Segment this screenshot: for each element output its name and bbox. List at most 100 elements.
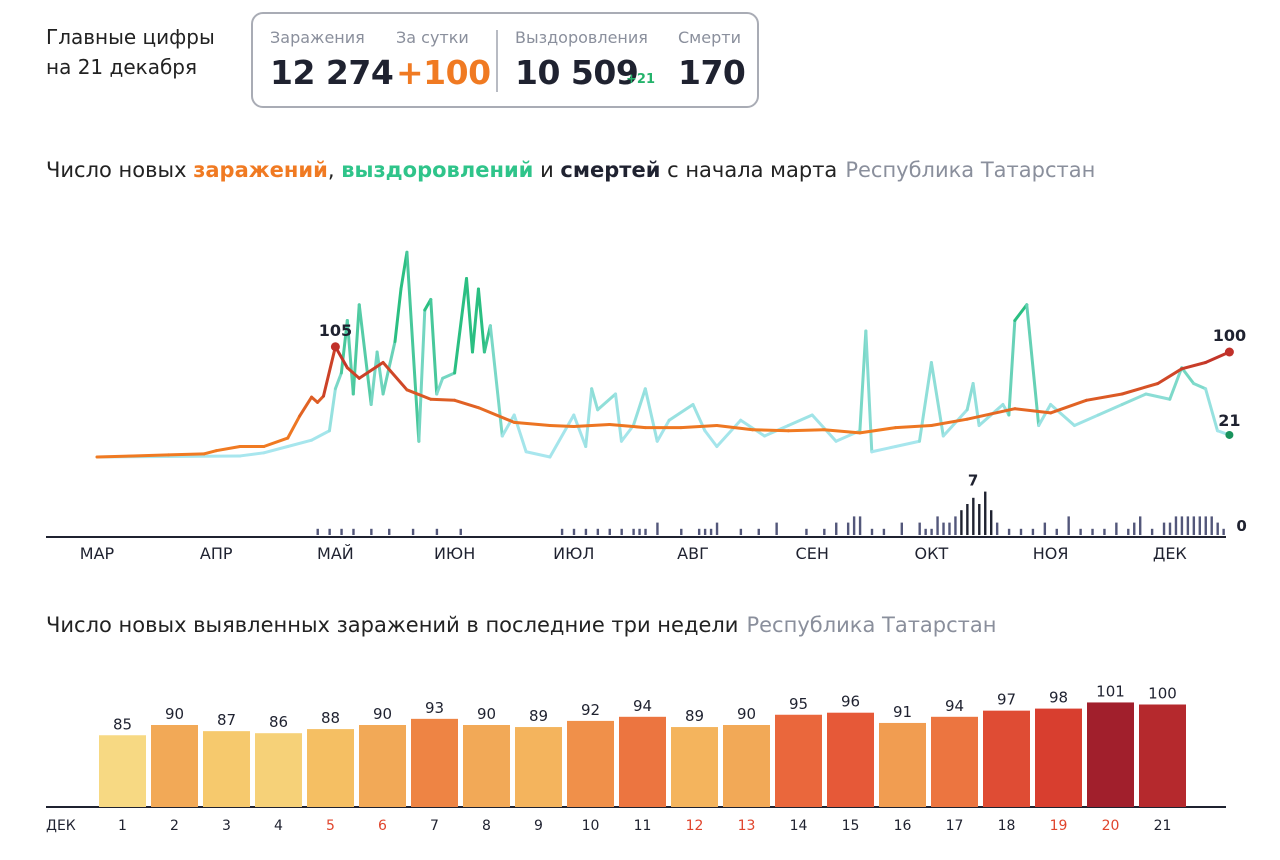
infections-segment: [1049, 398, 1088, 415]
bar-category-label: 2: [170, 818, 179, 834]
bar-category-label: 19: [1050, 818, 1068, 834]
month-label: АПР: [200, 544, 233, 563]
infections-segment: [512, 420, 552, 427]
infections-segment: [751, 428, 790, 433]
deaths-bar: [697, 528, 701, 535]
infections-segment: [405, 388, 433, 401]
deaths-bar: [846, 522, 850, 535]
bar-category-label: 8: [482, 818, 491, 834]
recoveries-segment: [572, 413, 588, 448]
recoveries-segment: [1007, 319, 1017, 417]
month-label: НОЯ: [1033, 544, 1069, 563]
recoveries-segment: [500, 413, 516, 438]
infections-segment: [822, 428, 862, 435]
deaths-bar: [972, 497, 975, 535]
deaths-bar: [388, 528, 391, 535]
infections-segment: [262, 436, 290, 448]
bar-value-label: 85: [113, 715, 132, 733]
recoveries-segment: [441, 371, 457, 380]
recoveries-segment: [375, 350, 385, 396]
deaths-bar: [1007, 528, 1011, 535]
bar-value-label: 96: [841, 693, 860, 711]
deaths-bar: [995, 522, 999, 535]
bar: [1035, 708, 1082, 807]
bar: [1087, 702, 1134, 807]
recoveries-segment: [965, 382, 975, 412]
deaths-bar: [1204, 516, 1207, 535]
recoveries-segment: [739, 418, 767, 438]
deaths-bar: [1222, 528, 1225, 535]
recoveries-segment: [894, 439, 921, 448]
bar-value-label: 93: [425, 699, 444, 717]
bar: [151, 725, 198, 807]
bar-category-label: 7: [430, 818, 439, 834]
bar-value-label: 91: [893, 703, 912, 721]
headline-line1: Главные цифры: [46, 25, 215, 49]
bar: [983, 710, 1030, 807]
deaths-bar: [858, 516, 862, 535]
stat-recoveries-value: 10 509: [515, 53, 639, 92]
recoveries-segment: [584, 387, 594, 448]
stat-recoveries-label: Выздоровления: [515, 28, 648, 47]
bar-category-label: 9: [534, 818, 543, 834]
deaths-bar: [978, 504, 981, 535]
bar: [827, 712, 874, 807]
month-label: СЕН: [796, 544, 829, 563]
recoveries-segment: [1049, 403, 1076, 427]
deaths-bar: [435, 528, 439, 535]
month-label: ИЮН: [434, 544, 475, 563]
chart1-title-infections: заражений: [193, 158, 328, 182]
stat-deaths-label: Смерти: [678, 28, 741, 47]
deaths-bar: [352, 528, 355, 535]
month-label: ИЮЛ: [553, 544, 594, 563]
deaths-bar: [1133, 522, 1136, 535]
bar: [671, 727, 718, 807]
infections-point: [330, 342, 340, 352]
infections-segment: [1013, 407, 1053, 415]
deaths-bar: [835, 522, 838, 535]
month-label: АВГ: [677, 544, 709, 563]
recoveries-segment: [858, 329, 868, 433]
deaths-bar: [620, 528, 623, 535]
recoveries-segment: [339, 319, 349, 375]
bar-value-label: 90: [165, 705, 184, 723]
recoveries-segment: [1180, 366, 1196, 385]
bar: [359, 725, 406, 807]
recoveries-segment: [870, 445, 898, 454]
recoveries-segment: [327, 387, 337, 433]
deaths-bar: [1079, 528, 1082, 535]
stat-infections: Заражения 12 274: [270, 28, 394, 92]
bar-value-label: 98: [1049, 689, 1068, 707]
deaths-bar: [1216, 522, 1219, 535]
recoveries-segment: [286, 438, 314, 448]
recoveries-segment: [917, 361, 933, 443]
recoveries-segment: [333, 371, 343, 391]
bar-category-label: 1: [118, 818, 127, 834]
bar-category-label: 11: [634, 818, 652, 834]
bar-category-label: 4: [274, 818, 283, 834]
recoveries-segment: [614, 392, 623, 443]
stat-infections-label: Заражения: [270, 28, 365, 47]
infections-segment: [321, 345, 337, 398]
bar: [723, 725, 770, 807]
bar: [99, 735, 146, 807]
infections-segment: [167, 452, 206, 457]
stat-recoveries: Выздоровления 10 509 +21: [515, 28, 655, 92]
bar-value-label: 88: [321, 709, 340, 727]
bar-category-label: 15: [842, 818, 860, 834]
bar: [515, 727, 562, 807]
recoveries-segment: [596, 392, 618, 412]
infections-segment: [345, 366, 361, 380]
infections-segment: [572, 422, 612, 429]
bar: [411, 718, 458, 807]
deaths-bar: [936, 516, 939, 535]
stats-card: Заражения 12 274 За сутки +100 Выздоровл…: [251, 12, 759, 108]
deaths-bar: [852, 516, 856, 535]
infections-segment: [1156, 367, 1184, 385]
deaths-bar: [930, 528, 933, 535]
infections-label: 105: [319, 321, 352, 340]
deaths-bar: [560, 528, 564, 535]
infections-segment: [894, 424, 933, 430]
stat-infections-value: 12 274: [270, 53, 394, 92]
deaths-bar: [584, 528, 588, 535]
